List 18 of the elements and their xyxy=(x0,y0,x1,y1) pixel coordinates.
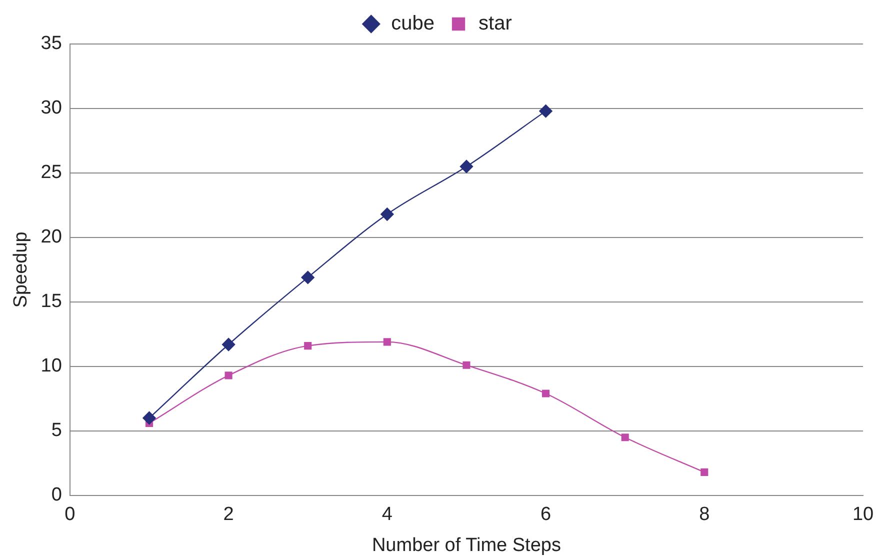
x-tick-label: 6 xyxy=(540,504,552,526)
y-axis-title: Speedup xyxy=(10,232,32,308)
x-tick-label: 4 xyxy=(382,504,393,526)
y-tick-label: 10 xyxy=(40,356,62,377)
legend-label: cube xyxy=(391,12,435,35)
x-axis-title: Number of Time Steps xyxy=(372,534,561,556)
x-tick-label: 2 xyxy=(223,504,234,526)
y-tick-label: 0 xyxy=(51,484,62,506)
x-tick-label: 8 xyxy=(699,504,710,526)
y-tick-label: 25 xyxy=(40,162,62,184)
legend-label: star xyxy=(478,12,512,35)
y-tick-label: 15 xyxy=(40,291,62,312)
x-tick-label: 10 xyxy=(852,504,874,526)
y-tick-label: 20 xyxy=(40,226,62,248)
y-tick-label: 5 xyxy=(51,420,62,442)
y-tick-label: 30 xyxy=(40,98,62,119)
x-tick-label: 0 xyxy=(64,504,76,526)
y-tick-label: 35 xyxy=(40,33,62,54)
